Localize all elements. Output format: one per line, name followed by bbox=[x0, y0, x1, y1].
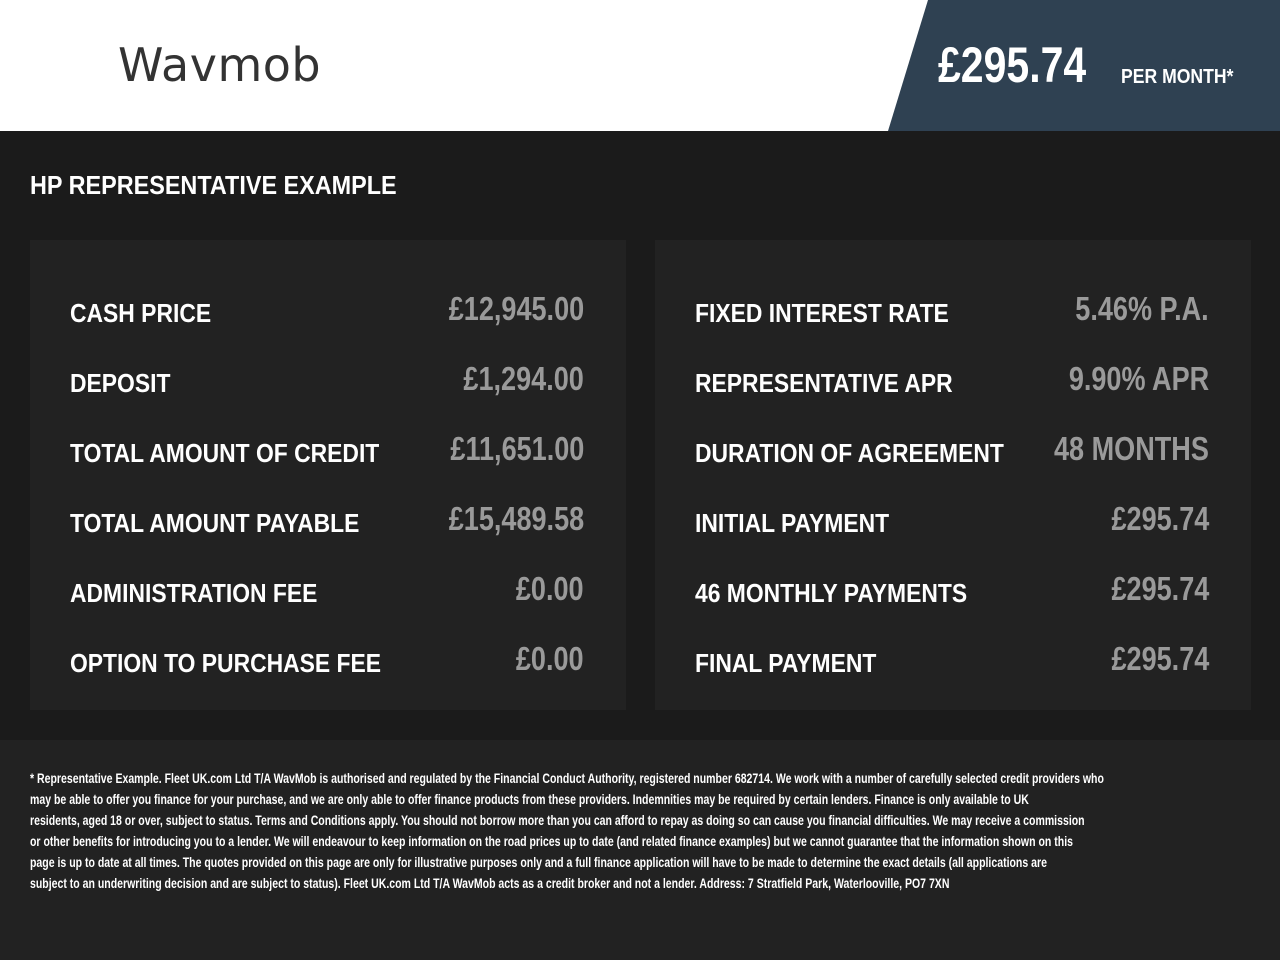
finance-row: FINAL PAYMENT £295.74 bbox=[695, 640, 1209, 680]
finance-label: CASH PRICE bbox=[70, 298, 212, 328]
finance-row: TOTAL AMOUNT OF CREDIT £11,651.00 bbox=[70, 430, 584, 470]
finance-label: DEPOSIT bbox=[70, 368, 171, 398]
finance-panel-right: FIXED INTEREST RATE 5.46% P.A. REPRESENTAT… bbox=[655, 240, 1251, 710]
finance-value: £11,651.00 bbox=[450, 430, 584, 467]
finance-row: FIXED INTEREST RATE 5.46% P.A. bbox=[695, 290, 1209, 330]
finance-row: 46 MONTHLY PAYMENTS £295.74 bbox=[695, 570, 1209, 610]
finance-row: CASH PRICE £12,945.00 bbox=[70, 290, 584, 330]
finance-value: £295.74 bbox=[1111, 570, 1209, 607]
logo[interactable]: Wavmob bbox=[118, 38, 322, 92]
disclaimer-line: page is up to date at all times. The quo… bbox=[30, 855, 1047, 870]
finance-value: £0.00 bbox=[516, 570, 584, 607]
finance-label: FIXED INTEREST RATE bbox=[695, 298, 949, 328]
monthly-price: £295.74 bbox=[938, 37, 1087, 93]
finance-label: 46 MONTHLY PAYMENTS bbox=[695, 578, 968, 608]
finance-label: DURATION OF AGREEMENT bbox=[695, 438, 1004, 468]
finance-label: FINAL PAYMENT bbox=[695, 648, 877, 678]
section-title: HP REPRESENTATIVE EXAMPLE bbox=[30, 170, 397, 200]
finance-value: 48 MONTHS bbox=[1054, 430, 1209, 467]
finance-value: 9.90% APR bbox=[1068, 360, 1209, 397]
finance-label: TOTAL AMOUNT PAYABLE bbox=[70, 508, 360, 538]
disclaimer: * Representative Example. Fleet UK.com L… bbox=[0, 740, 1280, 960]
finance-row: ADMINISTRATION FEE £0.00 bbox=[70, 570, 584, 610]
disclaimer-line: or other benefits for introducing you to… bbox=[30, 834, 1073, 849]
disclaimer-line: residents, aged 18 or over, subject to s… bbox=[30, 813, 1085, 828]
disclaimer-line: may be able to offer you finance for you… bbox=[30, 792, 1029, 807]
finance-row: REPRESENTATIVE APR 9.90% APR bbox=[695, 360, 1209, 400]
per-month-label: PER MONTH* bbox=[1121, 66, 1234, 88]
finance-label: REPRESENTATIVE APR bbox=[695, 368, 953, 398]
finance-value: £12,945.00 bbox=[448, 290, 584, 327]
finance-label: OPTION TO PURCHASE FEE bbox=[70, 648, 382, 678]
finance-row: TOTAL AMOUNT PAYABLE £15,489.58 bbox=[70, 500, 584, 540]
disclaimer-line: subject to an underwriting decision and … bbox=[30, 876, 950, 891]
disclaimer-line: * Representative Example. Fleet UK.com L… bbox=[30, 771, 1104, 786]
finance-row: INITIAL PAYMENT £295.74 bbox=[695, 500, 1209, 540]
finance-value: £295.74 bbox=[1111, 500, 1209, 537]
monthly-price-banner: £295.74 PER MONTH* bbox=[888, 0, 1280, 131]
finance-row: DEPOSIT £1,294.00 bbox=[70, 360, 584, 400]
header: Wavmob £295.74 PER MONTH* bbox=[0, 0, 1280, 131]
finance-label: INITIAL PAYMENT bbox=[695, 508, 890, 538]
finance-row: OPTION TO PURCHASE FEE £0.00 bbox=[70, 640, 584, 680]
finance-value: £15,489.58 bbox=[448, 500, 584, 537]
finance-value: £1,294.00 bbox=[463, 360, 584, 397]
finance-label: ADMINISTRATION FEE bbox=[70, 578, 318, 608]
finance-value: 5.46% P.A. bbox=[1075, 290, 1209, 327]
finance-panel-left: CASH PRICE £12,945.00 DEPOSIT £1,294.00 TOTA… bbox=[30, 240, 626, 710]
finance-row: DURATION OF AGREEMENT 48 MONTHS bbox=[695, 430, 1209, 470]
finance-label: TOTAL AMOUNT OF CREDIT bbox=[70, 438, 380, 468]
finance-value: £295.74 bbox=[1111, 640, 1209, 677]
finance-value: £0.00 bbox=[516, 640, 584, 677]
